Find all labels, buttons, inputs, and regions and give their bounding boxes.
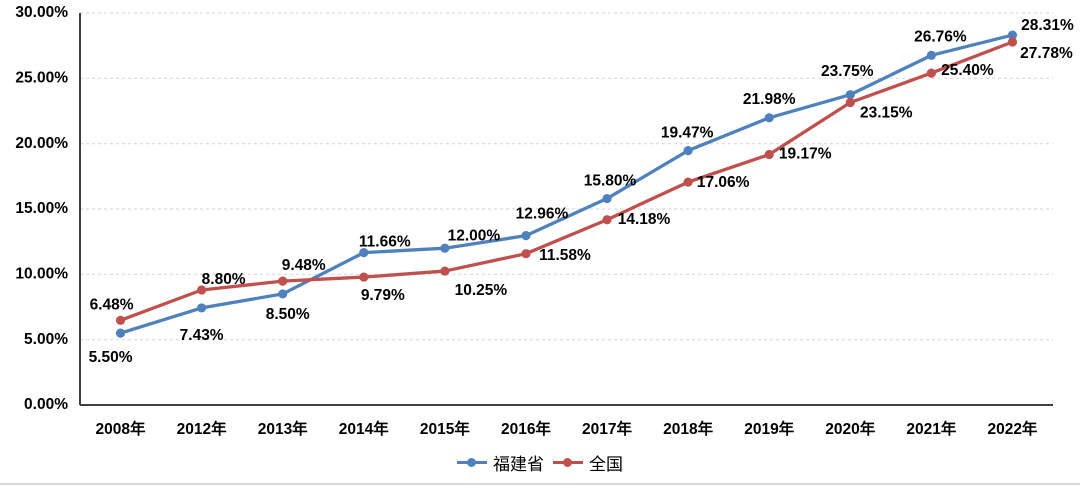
x-tick-label: 2014年 xyxy=(339,419,389,438)
data-point-national xyxy=(521,249,531,259)
data-point-national xyxy=(359,272,369,282)
y-tick-label: 30.00% xyxy=(15,4,68,21)
x-tick-label: 2015年 xyxy=(420,419,470,438)
data-label-national: 10.25% xyxy=(455,282,508,299)
data-point-fujian xyxy=(845,90,855,100)
data-label-national: 14.18% xyxy=(618,211,671,228)
y-tick-label: 10.00% xyxy=(15,265,68,282)
data-label-national: 23.15% xyxy=(860,105,913,122)
data-label-fujian: 12.96% xyxy=(516,206,569,223)
data-label-fujian: 15.80% xyxy=(584,173,637,190)
x-tick-label: 2012年 xyxy=(177,419,227,438)
chart-legend: 福建省 全国 xyxy=(0,448,1080,476)
y-tick-label: 5.00% xyxy=(24,331,68,348)
x-tick-label: 2022年 xyxy=(987,419,1037,438)
data-point-national xyxy=(115,315,126,325)
data-point-national xyxy=(845,97,855,108)
series-line-national xyxy=(118,40,1015,322)
data-label-national: 27.78% xyxy=(1020,45,1073,62)
x-tick-label: 2020年 xyxy=(825,419,875,438)
data-point-fujian xyxy=(926,50,936,60)
data-point-national xyxy=(440,266,450,276)
data-point-fujian xyxy=(115,328,126,338)
x-tick-label: 2018年 xyxy=(663,419,713,438)
data-point-national xyxy=(278,276,288,286)
data-label-fujian: 19.47% xyxy=(661,125,714,142)
page-bottom-divider xyxy=(0,483,1080,485)
x-tick-label: 2016年 xyxy=(501,419,551,438)
y-tick-label: 20.00% xyxy=(15,135,68,152)
x-tick-label: 2013年 xyxy=(258,419,308,438)
data-point-fujian xyxy=(1007,30,1018,40)
x-tick-label: 2017年 xyxy=(582,419,632,438)
legend-dot-icon xyxy=(563,457,572,467)
data-point-national xyxy=(926,68,936,78)
y-tick-label: 25.00% xyxy=(15,69,68,86)
x-tick-label: 2019年 xyxy=(744,419,794,438)
x-tick-label: 2021年 xyxy=(906,419,956,438)
data-point-fujian xyxy=(764,113,774,123)
data-label-national: 25.40% xyxy=(941,62,994,79)
legend-label-fujian: 福建省 xyxy=(493,454,544,474)
legend-item-national: 全国 xyxy=(553,450,623,475)
data-label-national: 11.58% xyxy=(539,247,591,264)
data-label-national: 9.48% xyxy=(282,257,326,274)
series-line-fujian xyxy=(118,33,1015,335)
data-point-fujian xyxy=(197,303,207,313)
data-point-national xyxy=(197,285,207,295)
data-label-national: 9.79% xyxy=(361,287,405,304)
data-point-national xyxy=(683,177,693,187)
data-label-fujian: 23.75% xyxy=(821,63,874,80)
data-label-fujian: 12.00% xyxy=(448,227,501,244)
legend-item-fujian: 福建省 xyxy=(457,450,544,475)
data-label-national: 6.48% xyxy=(90,296,134,313)
legend-dot-icon xyxy=(467,457,476,467)
data-label-fujian: 28.31% xyxy=(1021,17,1074,34)
data-point-national xyxy=(764,149,774,160)
data-label-fujian: 26.76% xyxy=(914,28,967,45)
data-label-fujian: 7.43% xyxy=(180,327,224,344)
legend-line-marker-icon xyxy=(457,457,487,468)
data-label-national: 17.06% xyxy=(697,174,750,191)
data-point-national xyxy=(1007,37,1018,47)
data-label-national: 8.80% xyxy=(202,271,246,288)
y-tick-label: 15.00% xyxy=(15,200,68,217)
data-label-fujian: 5.50% xyxy=(89,349,133,366)
data-point-national xyxy=(602,215,612,225)
data-point-fujian xyxy=(602,193,612,204)
data-point-fujian xyxy=(683,145,693,156)
data-label-national: 19.17% xyxy=(779,146,832,163)
data-label-fujian: 21.98% xyxy=(743,91,796,108)
data-label-fujian: 8.50% xyxy=(266,306,310,323)
data-point-fujian xyxy=(440,243,450,253)
data-point-fujian xyxy=(278,289,288,299)
data-point-fujian xyxy=(359,248,369,258)
y-tick-label: 0.00% xyxy=(24,396,68,413)
legend-label-national: 全国 xyxy=(589,454,623,474)
legend-line-marker-icon xyxy=(553,457,583,468)
data-label-fujian: 11.66% xyxy=(359,234,411,251)
data-point-fujian xyxy=(521,231,531,241)
x-tick-label: 2008年 xyxy=(96,419,146,438)
